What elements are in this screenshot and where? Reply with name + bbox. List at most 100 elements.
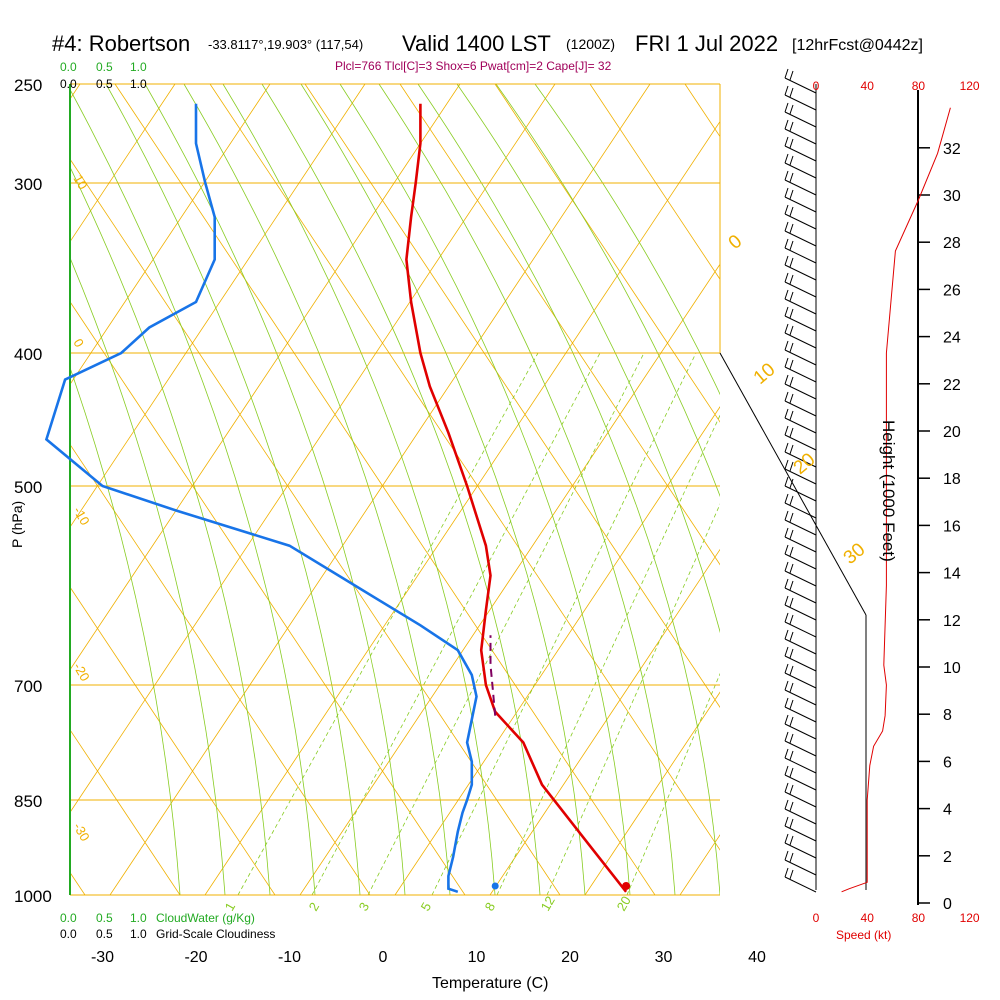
mixing-ratio-line xyxy=(311,352,601,895)
temperature-tick-label: 10 xyxy=(468,949,486,966)
series-lines xyxy=(44,103,951,894)
moist-adiabat-line xyxy=(70,166,271,895)
dry-adiabat-line xyxy=(70,729,181,895)
cloud-water-tick-bottom: 1.0 xyxy=(130,911,147,925)
dry-adiabat-line xyxy=(399,84,720,566)
wind-barb xyxy=(784,170,817,196)
speed-tick-top: 80 xyxy=(912,79,926,93)
forecast-info: [12hrFcst@0442z] xyxy=(792,37,923,54)
wind-barb xyxy=(784,612,817,638)
wind-barb xyxy=(784,782,817,808)
isotherm-line xyxy=(965,84,1000,895)
wind-barb xyxy=(784,68,817,94)
mixing-ratio-line xyxy=(367,352,645,895)
surface-dewpoint-marker xyxy=(491,882,499,890)
isotherm-line xyxy=(679,834,720,895)
wind-barb xyxy=(784,153,817,179)
wind-barb xyxy=(784,391,817,417)
height-tick-label: 26 xyxy=(943,282,961,299)
y-axis-title: P (hPa) xyxy=(9,501,25,548)
wind-barb xyxy=(784,714,817,740)
cloudiness-label: Grid-Scale Cloudiness xyxy=(156,927,275,941)
isotherm-line xyxy=(70,84,366,528)
speed-axis-label: Speed (kt) xyxy=(836,928,891,942)
mixing-ratio-label: 8 xyxy=(482,900,499,914)
temperature-tick-label: 0 xyxy=(379,949,388,966)
wind-barb xyxy=(784,731,817,757)
height-tick-label: 32 xyxy=(943,141,961,158)
moist-adiabat-line xyxy=(222,84,496,895)
wind-barb xyxy=(784,697,817,723)
wind-barb xyxy=(784,850,817,876)
mixing-ratio-label: 12 xyxy=(538,893,558,913)
wind-barb xyxy=(784,629,817,655)
moist-adiabat-line xyxy=(378,84,676,895)
speed-tick-top: 120 xyxy=(960,79,980,93)
cloudiness-tick-top: 0.5 xyxy=(96,77,113,91)
valid-time: Valid 1400 LST xyxy=(402,31,551,56)
dry-adiabat-line xyxy=(589,84,720,280)
isotherm-line xyxy=(109,84,651,895)
height-tick-label: 8 xyxy=(943,707,952,724)
height-tick-label: 18 xyxy=(943,471,961,488)
dry-adiabat-line xyxy=(209,84,720,851)
right-isotherm-label: 10 xyxy=(750,359,780,389)
dry-adiabat-line xyxy=(70,158,561,895)
temperature-line xyxy=(405,103,628,893)
moist-adiabat-line xyxy=(261,84,541,895)
isotherm-line xyxy=(70,84,176,243)
isotherm-line xyxy=(299,263,720,895)
dry-adiabat-line xyxy=(684,84,720,138)
moist-adiabat-line xyxy=(495,84,720,498)
wind-barb xyxy=(784,374,817,400)
height-tick-label: 24 xyxy=(943,330,961,347)
wind-barb xyxy=(784,867,817,893)
temperature-tick-label: 20 xyxy=(561,949,579,966)
cloudiness-tick-bottom: 1.0 xyxy=(130,927,147,941)
moist-adiabat-line xyxy=(300,84,586,895)
wind-barb xyxy=(784,765,817,791)
isotherm-line xyxy=(394,406,720,895)
pressure-tick-label: 500 xyxy=(14,478,42,497)
height-axis-title: Height (1000 Feet) xyxy=(879,420,898,562)
height-tick-label: 20 xyxy=(943,424,961,441)
wind-barb xyxy=(784,238,817,264)
speed-tick-top: 40 xyxy=(861,79,875,93)
moist-adiabat-line xyxy=(456,84,720,634)
right-isotherm-label: 30 xyxy=(840,539,870,569)
speed-tick-bottom: 40 xyxy=(861,911,875,925)
markers xyxy=(491,882,631,890)
mixing-ratio-line xyxy=(546,503,720,895)
dry-adiabat-line xyxy=(304,84,720,708)
isotherm-line xyxy=(70,84,461,671)
isotherm-line xyxy=(70,84,556,814)
dry-adiabat-line xyxy=(70,871,86,895)
cloudiness-tick-top: 1.0 xyxy=(130,77,147,91)
height-tick-label: 12 xyxy=(943,613,961,630)
temperature-tick-label: 40 xyxy=(748,949,766,966)
wind-barb xyxy=(784,663,817,689)
moist-adiabat-line xyxy=(534,84,720,396)
mixing-ratio-line xyxy=(496,414,720,895)
wind-barb xyxy=(784,85,817,111)
parcel-params: Plcl=766 Tlcl[C]=3 Shox=6 Pwat[cm]=2 Cap… xyxy=(335,59,612,73)
wind-barb xyxy=(784,323,817,349)
pressure-tick-label: 250 xyxy=(14,76,42,95)
wind-barb xyxy=(784,595,817,621)
wind-barb xyxy=(784,357,817,383)
cloud-water-tick-top: 0.0 xyxy=(60,60,77,74)
background-lines xyxy=(69,68,1000,905)
wind-barb xyxy=(784,578,817,604)
isotherm-line xyxy=(489,548,720,895)
wind-barb xyxy=(784,833,817,859)
right-isotherm-label: 20 xyxy=(790,449,820,479)
wind-barb xyxy=(784,459,817,485)
x-axis-title: Temperature (C) xyxy=(432,975,548,992)
cloudiness-tick-top: 0.0 xyxy=(60,77,77,91)
mixing-ratio-line xyxy=(431,352,697,895)
parcel-line xyxy=(489,635,497,716)
wind-barb xyxy=(784,646,817,672)
cloud-water-label: CloudWater (g/Kg) xyxy=(156,911,255,925)
left-adiabat-label: 0 xyxy=(70,336,87,350)
